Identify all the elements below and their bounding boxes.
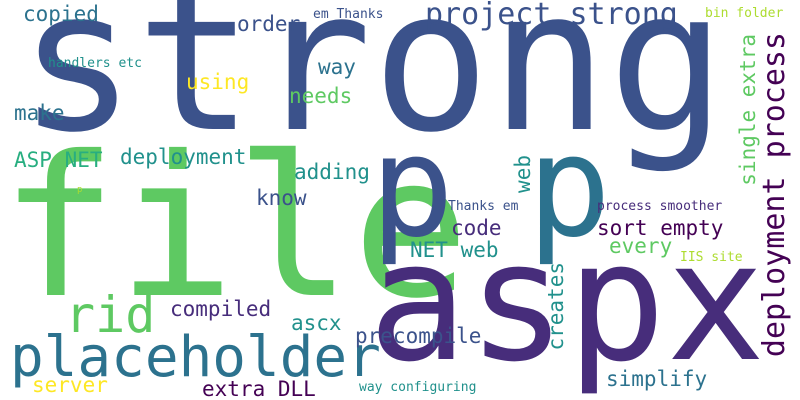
word: every bbox=[609, 234, 673, 258]
word: code bbox=[451, 216, 502, 240]
word: em Thanks bbox=[313, 7, 384, 22]
word: p bbox=[77, 185, 83, 195]
word: make bbox=[14, 101, 65, 125]
word: creates bbox=[544, 262, 568, 351]
word: adding bbox=[294, 160, 370, 184]
word: NET web bbox=[410, 238, 499, 262]
word: ASP NET bbox=[14, 148, 103, 172]
word: IIS site bbox=[680, 250, 743, 265]
word: copied bbox=[23, 2, 99, 26]
word: web bbox=[511, 155, 535, 193]
word: sort empty bbox=[597, 216, 724, 240]
word: file bbox=[0, 114, 470, 341]
word: order bbox=[237, 12, 301, 36]
word: handlers etc bbox=[48, 56, 142, 71]
word: using bbox=[186, 70, 250, 94]
word: strong bbox=[18, 0, 727, 176]
word: compiled bbox=[170, 297, 272, 321]
word: p bbox=[527, 106, 612, 269]
word: p bbox=[370, 106, 455, 269]
word: aspx bbox=[368, 206, 766, 398]
word: extra DLL bbox=[202, 377, 316, 400]
word: way configuring bbox=[359, 380, 477, 395]
word: simplify bbox=[606, 367, 708, 391]
word: needs bbox=[289, 84, 353, 108]
word: bin folder bbox=[705, 6, 784, 21]
word: server bbox=[32, 373, 108, 397]
word: precompile bbox=[355, 324, 482, 348]
word: way bbox=[318, 55, 356, 79]
word: ascx bbox=[291, 311, 342, 335]
word: rid bbox=[65, 286, 156, 344]
word: deployment bbox=[120, 145, 247, 169]
word: project strong bbox=[425, 0, 678, 32]
word: Thanks em bbox=[448, 199, 519, 214]
word: process smoother bbox=[597, 199, 723, 214]
word: know bbox=[256, 186, 307, 210]
word: placeholder bbox=[10, 325, 381, 390]
word: single extra bbox=[736, 34, 760, 186]
word: deployment process bbox=[757, 32, 792, 358]
